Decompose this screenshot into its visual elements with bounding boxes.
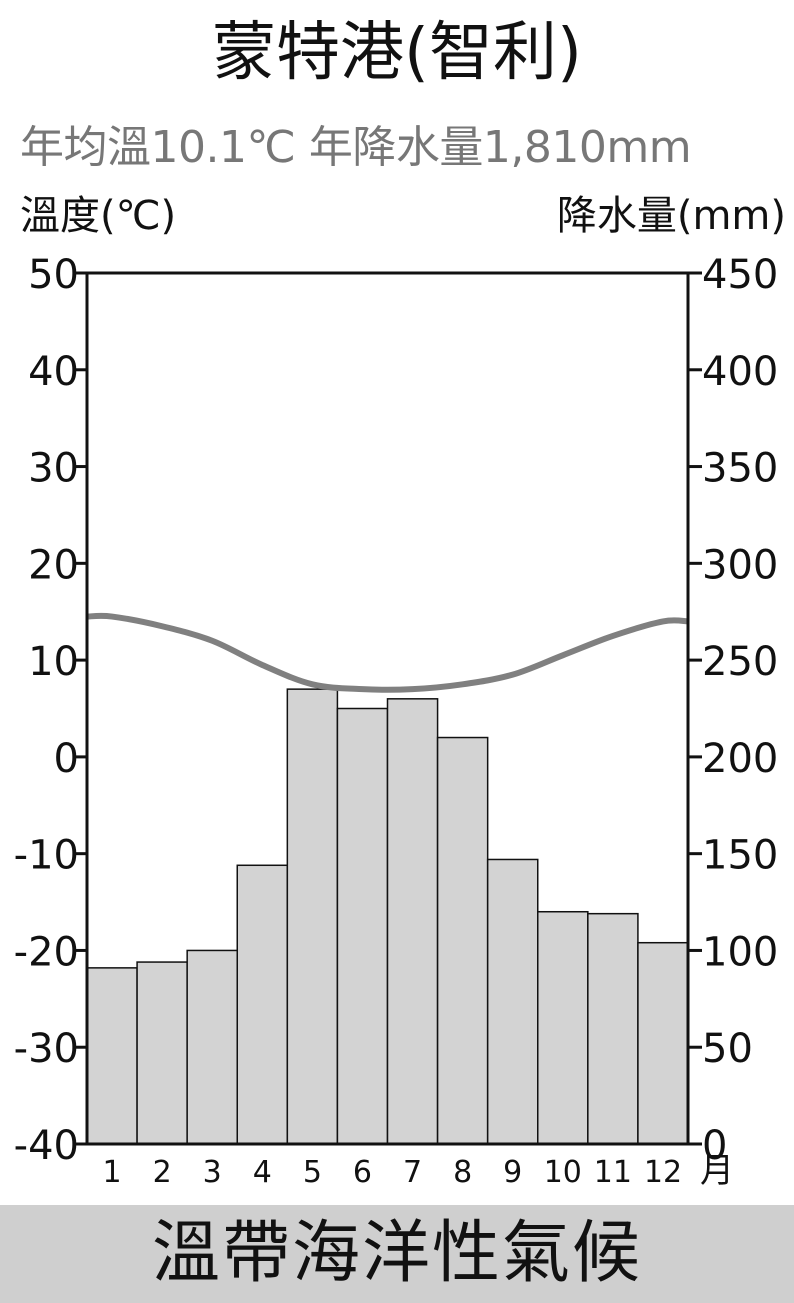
month-label-7: 7 bbox=[403, 1155, 422, 1190]
precip-bar-6 bbox=[336, 707, 389, 1145]
temperature-line bbox=[86, 612, 689, 693]
climate-chart: -40 -30 -20 -10 0 10 20 30 40 50 0 50 100 150 200 250 30… bbox=[14, 252, 779, 1191]
temp-tick-label-30: 30 bbox=[28, 446, 79, 492]
month-label-11: 11 bbox=[594, 1155, 632, 1190]
precip-tick-label-350: 350 bbox=[702, 446, 778, 492]
precip-bar-12 bbox=[637, 941, 689, 1145]
precip-tick-label-100: 100 bbox=[702, 929, 778, 975]
temp-tick-label--10: -10 bbox=[14, 833, 79, 879]
month-label-3: 3 bbox=[203, 1155, 222, 1190]
month-label-9: 9 bbox=[503, 1155, 522, 1190]
month-label-2: 2 bbox=[153, 1155, 172, 1190]
precip-bar-5 bbox=[286, 688, 339, 1145]
precip-tick-label-0: 0 bbox=[702, 1123, 727, 1169]
precip-tick-label-450: 450 bbox=[702, 252, 778, 298]
month-label-4: 4 bbox=[253, 1155, 272, 1190]
month-label-1: 1 bbox=[102, 1155, 121, 1190]
precip-tick-label-300: 300 bbox=[702, 542, 778, 588]
temp-tick-label--30: -30 bbox=[14, 1026, 79, 1072]
month-label-12: 12 bbox=[644, 1155, 682, 1190]
plot-frame bbox=[85, 271, 690, 1146]
precip-bar-3 bbox=[186, 949, 239, 1145]
precip-bar-9 bbox=[486, 858, 539, 1145]
precip-bar-2 bbox=[136, 961, 188, 1145]
temp-tick-label-50: 50 bbox=[28, 252, 79, 298]
month-label-8: 8 bbox=[453, 1155, 472, 1190]
precip-tick-label-50: 50 bbox=[702, 1026, 753, 1072]
climate-type-label: 溫帶海洋性氣候 bbox=[151, 1214, 642, 1293]
precip-bar-10 bbox=[537, 910, 589, 1145]
month-unit-label: 月 bbox=[700, 1151, 734, 1191]
temp-tick-label-10: 10 bbox=[28, 639, 79, 685]
precip-bar-7 bbox=[386, 698, 439, 1145]
temperature-axis-label: 溫度(℃) bbox=[20, 193, 177, 239]
precipitation-axis-label: 降水量(mm) bbox=[556, 193, 786, 239]
temp-tick-label--40: -40 bbox=[14, 1123, 79, 1169]
precip-tick-label-400: 400 bbox=[702, 349, 778, 395]
precip-bar-1 bbox=[86, 967, 138, 1145]
precip-bar-8 bbox=[436, 736, 489, 1145]
month-label-5: 5 bbox=[303, 1155, 322, 1190]
precip-tick-label-250: 250 bbox=[702, 639, 778, 685]
precip-tick-label-150: 150 bbox=[702, 833, 778, 879]
chart-subtitle: 年均溫10.1℃ 年降水量1,810mm bbox=[20, 122, 692, 173]
temp-tick-label-0: 0 bbox=[54, 736, 79, 782]
temp-tick-label-20: 20 bbox=[28, 542, 79, 588]
precip-tick-label-200: 200 bbox=[702, 736, 778, 782]
month-label-6: 6 bbox=[353, 1155, 372, 1190]
chart-title: 蒙特港(智利) bbox=[212, 16, 582, 90]
precip-bar-11 bbox=[587, 912, 639, 1145]
month-label-10: 10 bbox=[544, 1155, 582, 1190]
footer-banner: 溫帶海洋性氣候 bbox=[0, 1205, 794, 1303]
precip-bar-4 bbox=[236, 864, 289, 1145]
temp-tick-label-40: 40 bbox=[28, 349, 79, 395]
temp-tick-label--20: -20 bbox=[14, 929, 79, 975]
